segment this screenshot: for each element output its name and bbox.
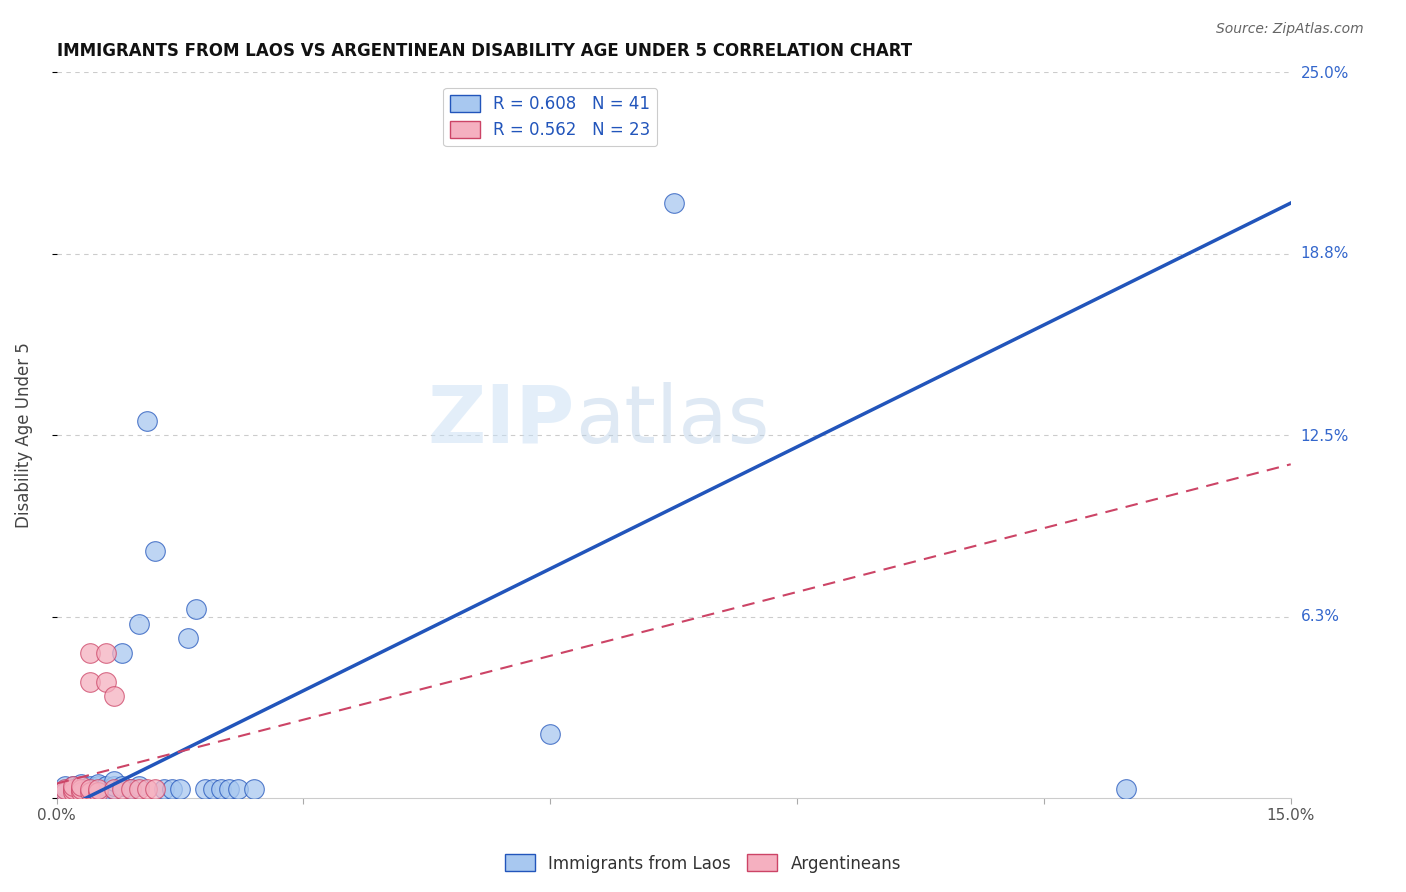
Point xyxy=(70,776,93,790)
Point xyxy=(103,773,125,788)
Point xyxy=(209,782,232,797)
Point xyxy=(201,782,224,797)
Y-axis label: Disability Age Under 5: Disability Age Under 5 xyxy=(15,343,32,528)
Point xyxy=(94,646,117,660)
Point xyxy=(243,782,266,797)
Point xyxy=(70,785,93,799)
Point xyxy=(53,780,76,794)
Point xyxy=(79,785,101,799)
Point xyxy=(128,780,150,794)
Point xyxy=(103,780,125,794)
Point xyxy=(87,782,110,797)
Point xyxy=(143,544,166,558)
Point xyxy=(94,675,117,690)
Point xyxy=(94,780,117,794)
Point xyxy=(62,782,84,797)
Point xyxy=(143,782,166,797)
Point xyxy=(62,780,84,794)
Point xyxy=(87,785,110,799)
Point xyxy=(128,782,150,797)
Point xyxy=(62,782,84,797)
Point xyxy=(128,616,150,631)
Point xyxy=(111,780,134,794)
Point xyxy=(226,782,249,797)
Point xyxy=(79,646,101,660)
Point xyxy=(152,782,174,797)
Text: IMMIGRANTS FROM LAOS VS ARGENTINEAN DISABILITY AGE UNDER 5 CORRELATION CHART: IMMIGRANTS FROM LAOS VS ARGENTINEAN DISA… xyxy=(56,42,911,60)
Point xyxy=(62,780,84,794)
Point xyxy=(103,690,125,704)
Point xyxy=(87,776,110,790)
Point xyxy=(70,780,93,794)
Point xyxy=(538,727,561,741)
Text: atlas: atlas xyxy=(575,382,769,459)
Point xyxy=(169,782,191,797)
Point xyxy=(120,782,142,797)
Point xyxy=(662,196,685,211)
Point xyxy=(136,782,159,797)
Point xyxy=(62,785,84,799)
Text: ZIP: ZIP xyxy=(427,382,575,459)
Text: Source: ZipAtlas.com: Source: ZipAtlas.com xyxy=(1216,22,1364,37)
Point xyxy=(194,782,217,797)
Point xyxy=(79,782,101,797)
Point xyxy=(53,782,76,797)
Point xyxy=(53,782,76,797)
Point xyxy=(79,675,101,690)
Point xyxy=(79,785,101,799)
Legend: R = 0.608   N = 41, R = 0.562   N = 23: R = 0.608 N = 41, R = 0.562 N = 23 xyxy=(443,88,657,146)
Point xyxy=(62,785,84,799)
Point xyxy=(79,780,101,794)
Point xyxy=(94,782,117,797)
Point xyxy=(79,782,101,797)
Point xyxy=(218,782,240,797)
Legend: Immigrants from Laos, Argentineans: Immigrants from Laos, Argentineans xyxy=(498,847,908,880)
Point xyxy=(70,782,93,797)
Point xyxy=(70,785,93,799)
Point xyxy=(87,782,110,797)
Point xyxy=(111,646,134,660)
Point xyxy=(160,782,183,797)
Point xyxy=(136,414,159,428)
Point xyxy=(103,782,125,797)
Point xyxy=(120,782,142,797)
Point xyxy=(87,780,110,794)
Point xyxy=(111,782,134,797)
Point xyxy=(177,632,200,646)
Point xyxy=(103,782,125,797)
Point xyxy=(186,602,208,616)
Point xyxy=(53,785,76,799)
Point xyxy=(53,785,76,799)
Point xyxy=(70,782,93,797)
Point xyxy=(1115,782,1137,797)
